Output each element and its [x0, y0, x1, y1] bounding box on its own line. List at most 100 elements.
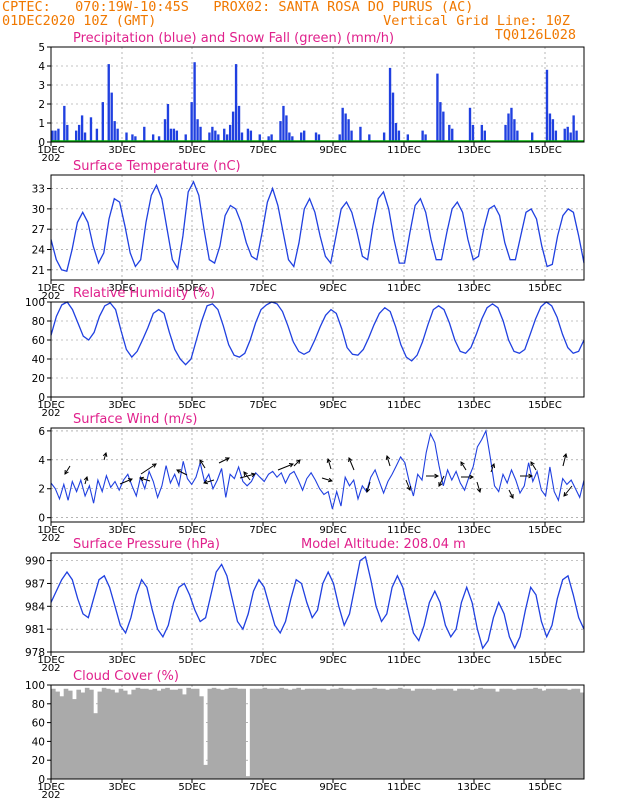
- precip-bar: [157, 136, 161, 142]
- precip-bar: [211, 126, 214, 142]
- panel-frame: [50, 552, 585, 653]
- cloud-bar: [101, 687, 107, 779]
- wind-arrowhead: [202, 479, 209, 485]
- wind-arrowhead: [509, 493, 514, 499]
- cloud-bar: [520, 688, 526, 779]
- cloud-bar: [228, 687, 234, 779]
- precip-bar: [228, 124, 232, 142]
- precip-bar: [270, 134, 273, 142]
- precip-bar: [359, 126, 362, 142]
- wind-arrow: [476, 481, 481, 493]
- cloud-bar: [524, 688, 530, 779]
- cloud-bar: [156, 690, 162, 779]
- x-tick-label: 13DEC: [457, 283, 491, 294]
- wind-arrowhead: [434, 473, 440, 479]
- wind-arrowhead: [406, 485, 411, 491]
- cloud-bar: [55, 691, 60, 779]
- cloud-bar: [359, 688, 365, 779]
- precip-bar: [113, 121, 116, 142]
- humidity-line: [50, 301, 585, 366]
- precip-bar: [291, 136, 294, 142]
- cloud-bar: [431, 689, 437, 779]
- wind-arrow: [460, 461, 467, 471]
- y-tick-label: 21: [32, 265, 45, 277]
- cloud-bar: [241, 688, 246, 779]
- cloud-bar: [325, 689, 331, 779]
- cloud-bar: [182, 694, 187, 779]
- y-tick-label: 30: [32, 204, 45, 216]
- x-tick-label: 13DEC: [457, 655, 491, 666]
- panel-subtitle: Model Altitude: 208.04 m: [301, 537, 466, 552]
- cloud-bar: [275, 688, 280, 779]
- precip-bar: [116, 128, 119, 142]
- x-tick-label: 13DEC: [457, 525, 491, 536]
- cloud-bar: [97, 691, 103, 779]
- cloud-bar: [177, 688, 183, 779]
- precip-bar: [125, 132, 128, 142]
- cloud-bar: [144, 688, 149, 779]
- y-tick-label: 80: [32, 699, 45, 711]
- panel-precip: 0 1 2 3 4 5 1DEC 3DEC 5DEC 7DEC 9DEC 11DEC 13DEC 15DE…: [37, 31, 585, 164]
- x-tick-label: 11DEC: [387, 283, 421, 294]
- precip-bar: [234, 64, 238, 142]
- precip-bar: [258, 134, 261, 142]
- wind-arrow: [199, 459, 206, 469]
- x-year-fragment: 202: [41, 408, 60, 419]
- cloud-bar: [550, 688, 555, 779]
- cloud-bar: [249, 688, 255, 779]
- x-tick-label: 5DEC: [178, 145, 205, 156]
- cloud-bar: [351, 689, 356, 779]
- x-tick-label: 5DEC: [178, 283, 205, 294]
- precip-bar: [516, 130, 519, 142]
- cloud-bar: [245, 776, 251, 779]
- precip-bar: [110, 92, 113, 142]
- x-tick-label: 7DEC: [249, 655, 276, 666]
- wind-arrowhead: [528, 473, 534, 479]
- cloud-bar: [317, 688, 323, 779]
- x-tick-label: 1DEC: [37, 525, 64, 536]
- wind-arrowhead: [224, 457, 230, 462]
- cloud-bar: [51, 688, 56, 779]
- x-tick-label: 3DEC: [108, 145, 135, 156]
- cloud-bar: [139, 688, 145, 779]
- cloud-bar: [165, 687, 170, 779]
- temp-line: [50, 180, 585, 273]
- cloud-bar: [152, 688, 158, 779]
- cloud-bar: [419, 688, 424, 779]
- wind-arrow: [438, 475, 445, 487]
- cloud-bar: [499, 688, 505, 779]
- wind-arrowhead: [476, 487, 482, 494]
- cloud-bar: [380, 688, 386, 779]
- precip-bar: [199, 126, 202, 142]
- precip-bar: [217, 134, 220, 142]
- cloud-bar: [435, 688, 441, 779]
- precip-bar: [74, 130, 78, 142]
- cloud-bar: [296, 687, 301, 779]
- precip-bar: [240, 132, 244, 142]
- precip-bar: [566, 126, 569, 142]
- y-tick-label: 1: [38, 118, 45, 130]
- y-tick-label: 981: [25, 624, 45, 636]
- precip-bar: [347, 119, 350, 142]
- cloud-bar: [516, 688, 521, 779]
- cloud-bar: [402, 688, 407, 779]
- cloud-bar: [287, 689, 293, 779]
- y-tick-label: 24: [32, 245, 46, 257]
- cloud-bar: [203, 764, 208, 779]
- panel-frame: [50, 174, 585, 281]
- precip-bar: [344, 113, 347, 142]
- cloud-bar: [503, 688, 509, 779]
- x-tick-label: 9DEC: [319, 782, 346, 793]
- precip-bar: [57, 128, 60, 142]
- wind-arrowhead: [438, 481, 443, 487]
- wind-arrowhead: [151, 463, 157, 468]
- panel-title: Surface Temperature (nC): [73, 159, 241, 174]
- x-tick-label: 1DEC: [37, 400, 64, 411]
- precip-bar: [63, 105, 66, 142]
- precip-bar: [302, 130, 306, 142]
- cloud-bar: [486, 688, 492, 779]
- precip-bar: [394, 123, 398, 142]
- cloud-bar: [385, 689, 390, 779]
- cloud-bar: [338, 687, 344, 779]
- precip-bar: [563, 128, 566, 142]
